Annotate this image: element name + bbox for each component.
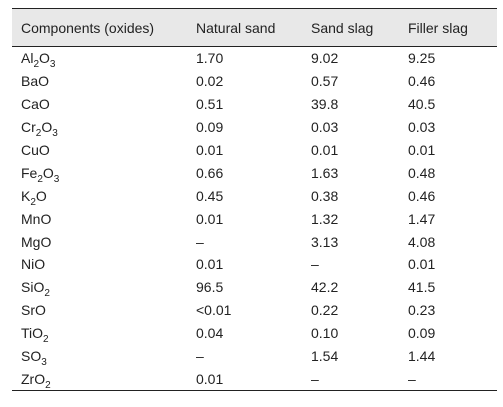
filler-slag-cell: 40.5 [408, 96, 436, 113]
table-row: CuO 0.01 0.01 0.01 [12, 139, 497, 162]
sand-slag-cell: – [302, 367, 399, 392]
component-cell: MgO [21, 233, 52, 250]
table-row: SO3 – 1.54 1.44 [12, 345, 497, 368]
component-cell: MnO [21, 210, 52, 227]
component-cell: Fe2O3 [21, 164, 60, 185]
filler-slag-cell: 0.46 [408, 73, 436, 90]
natural-sand-cell: 0.45 [196, 187, 224, 204]
component-cell: CuO [21, 142, 50, 158]
header-natural-sand: Natural sand [187, 8, 302, 47]
table-row: Al2O3 1.70 9.02 9.25 [12, 47, 497, 70]
filler-slag-cell: 1.44 [408, 348, 436, 365]
natural-sand-cell: 0.09 [196, 119, 224, 136]
table-row: Fe2O3 0.66 1.63 0.48 [12, 161, 497, 185]
natural-sand-cell: 0.51 [196, 96, 224, 113]
filler-slag-cell: 0.03 [408, 119, 436, 136]
natural-sand-cell: – [196, 233, 204, 250]
natural-sand-cell: 96.5 [196, 279, 224, 296]
filler-slag-cell: – [399, 367, 497, 392]
filler-slag-cell: 0.48 [408, 164, 436, 181]
filler-slag-cell: 41.5 [408, 279, 436, 296]
natural-sand-cell: 0.04 [196, 325, 224, 342]
header-components: Components (oxides) [12, 8, 187, 47]
natural-sand-cell: 0.01 [196, 256, 224, 273]
natural-sand-cell: – [196, 348, 204, 365]
header-row: Components (oxides) Natural sand Sand sl… [12, 8, 497, 47]
sand-slag-cell: 0.38 [311, 187, 339, 204]
natural-sand-cell: 1.70 [196, 50, 224, 67]
component-cell: SiO2 [21, 279, 50, 300]
component-cell: NiO [21, 256, 46, 273]
oxide-composition-table-container: Components (oxides) Natural sand Sand sl… [12, 8, 497, 392]
sand-slag-cell: 1.32 [311, 210, 339, 227]
table-row: K2O 0.45 0.38 0.46 [12, 184, 497, 208]
natural-sand-cell: 0.01 [187, 367, 302, 392]
filler-slag-cell: 0.01 [408, 142, 436, 158]
natural-sand-cell: 0.66 [196, 164, 224, 181]
table-row: MnO 0.01 1.32 1.47 [12, 207, 497, 230]
filler-slag-cell: 0.09 [408, 325, 436, 342]
oxide-composition-table: Components (oxides) Natural sand Sand sl… [12, 8, 497, 392]
filler-slag-cell: 0.01 [408, 256, 436, 273]
table-row: ZrO2 0.01– – [12, 367, 497, 392]
component-cell: ZrO2 [12, 367, 187, 392]
sand-slag-cell: – [311, 256, 319, 273]
sand-slag-cell: 0.01 [311, 142, 339, 158]
sand-slag-cell: 0.22 [311, 302, 339, 319]
natural-sand-cell: 0.01 [196, 210, 224, 227]
filler-slag-cell: 9.25 [408, 50, 436, 67]
component-cell: TiO2 [21, 325, 49, 346]
component-cell: Cr2O3 [21, 119, 58, 140]
table-row: SiO2 96.5 42.2 41.5 [12, 276, 497, 299]
natural-sand-cell: <0.01 [196, 302, 232, 319]
sand-slag-cell: 3.13 [311, 233, 339, 250]
header-sand-slag: Sand slag [302, 8, 399, 47]
component-cell: BaO [21, 73, 50, 90]
filler-slag-cell: 1.47 [408, 210, 436, 227]
component-cell: Al2O3 [21, 50, 56, 71]
header-filler-slag: Filler slag [399, 8, 497, 47]
table-row: Cr2O3 0.09 0.03 0.03 [12, 116, 497, 139]
sand-slag-cell: 42.2 [311, 279, 339, 296]
table-row: TiO2 0.04 0.10 0.09 [12, 322, 497, 345]
table-row: MgO – 3.13 4.08 [12, 230, 497, 253]
sand-slag-cell: 0.03 [311, 119, 339, 136]
sand-slag-cell: 39.8 [311, 96, 339, 113]
filler-slag-cell: 0.46 [408, 187, 436, 204]
table-row: CaO 0.51 39.8 40.5 [12, 93, 497, 116]
component-cell: CaO [21, 96, 50, 113]
component-cell: K2O [21, 187, 47, 208]
sand-slag-cell: 1.54 [311, 348, 339, 365]
natural-sand-cell: 0.01 [196, 142, 224, 158]
table-row: NiO 0.01 – 0.01 [12, 253, 497, 276]
component-cell: SrO [21, 302, 46, 319]
sand-slag-cell: 0.10 [311, 325, 339, 342]
sand-slag-cell: 1.63 [311, 164, 339, 181]
sand-slag-cell: 0.57 [311, 73, 339, 90]
natural-sand-cell: 0.02 [196, 73, 224, 90]
table-header: Components (oxides) Natural sand Sand sl… [12, 8, 497, 47]
sand-slag-cell: 9.02 [311, 50, 339, 67]
table-row: SrO <0.01 0.22 0.23 [12, 299, 497, 322]
filler-slag-cell: 4.08 [408, 233, 436, 250]
component-cell: SO3 [21, 348, 47, 369]
filler-slag-cell: 0.23 [408, 302, 436, 319]
table-body: Al2O3 1.70 9.02 9.25 BaO 0.02 0.57 0.46 CaO 0.51 3… [12, 47, 497, 392]
table-row: BaO 0.02 0.57 0.46 [12, 70, 497, 93]
